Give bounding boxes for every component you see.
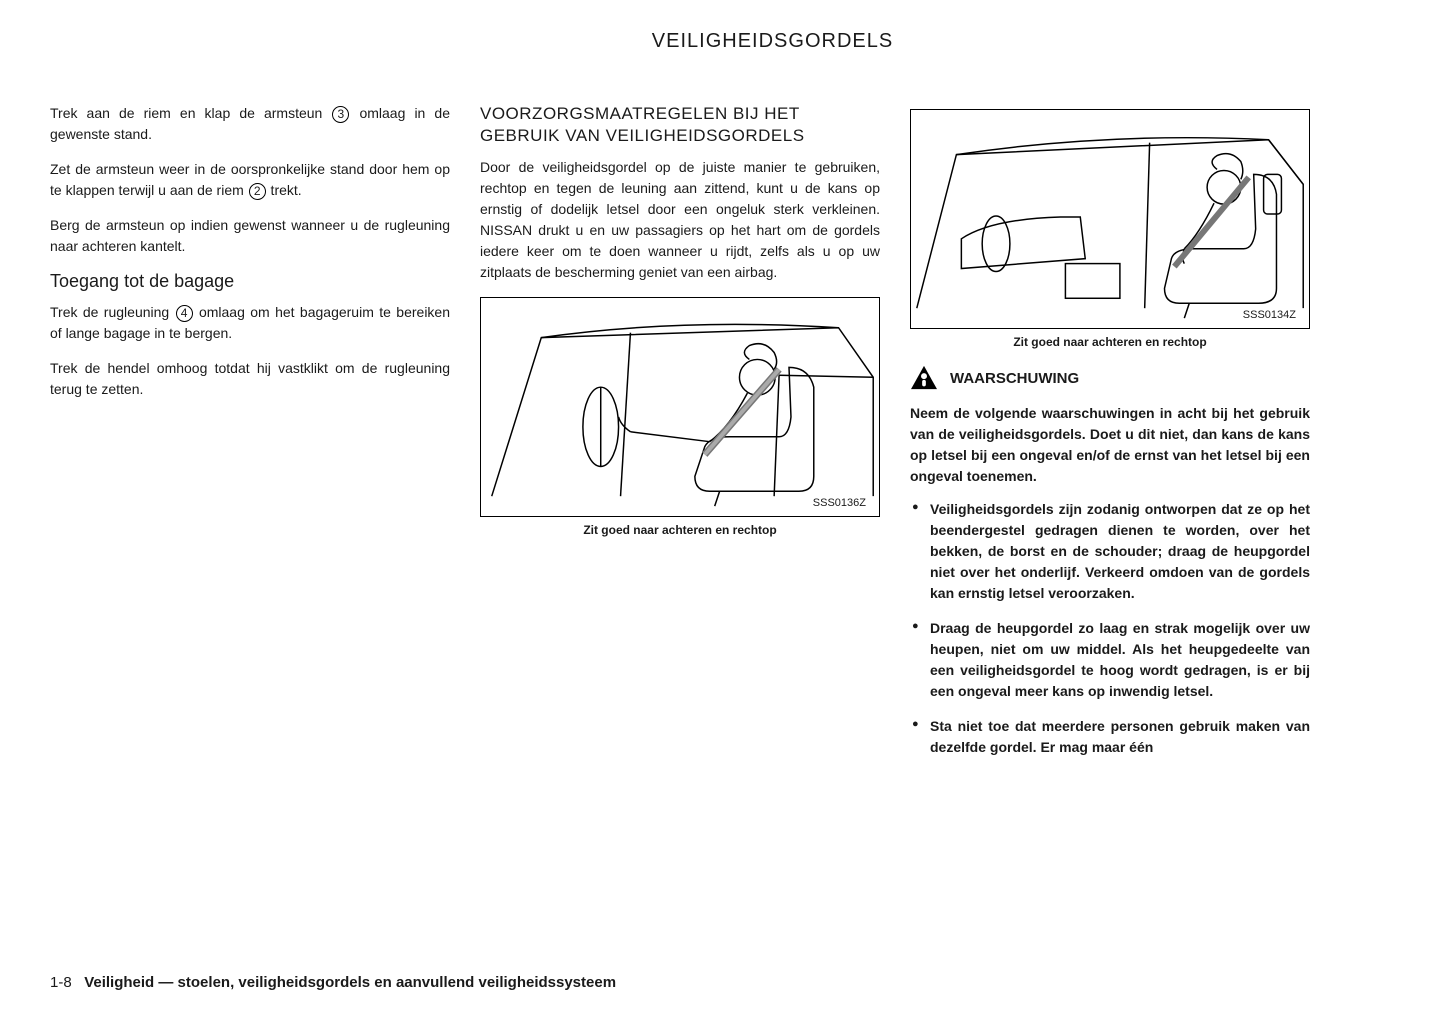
page-title: VEILIGHEIDSGORDELS [150,30,1395,53]
warning-triangle-icon [910,365,938,391]
col1-para1: Trek aan de riem en klap de armsteun 3 o… [50,103,450,145]
subheading-bagage: Toegang tot de bagage [50,271,450,292]
circled-number-4: 4 [176,305,193,322]
warning-bullet: Veiligheidsgordels zijn zodanig ontworpe… [910,499,1310,604]
circled-number-2: 2 [249,183,266,200]
warning-header: WAARSCHUWING [910,365,1310,391]
figure-caption: Zit goed naar achteren en rechtop [480,523,880,537]
column-2: VOORZORGSMAATREGELEN BIJ HET GEBRUIK VAN… [480,103,880,772]
col1-para3: Berg de armsteun op indien gewenst wanne… [50,215,450,257]
col1-para2: Zet de armsteun weer in de oorspronkelij… [50,159,450,201]
col1-para4: Trek de rugleuning 4 omlaag om het bagag… [50,302,450,344]
text: Trek de rugleuning [50,304,175,320]
figure-caption: Zit goed naar achteren en rechtop [910,335,1310,349]
section-heading-voorzorg: VOORZORGSMAATREGELEN BIJ HET GEBRUIK VAN… [480,103,880,147]
col2-para1: Door de veiligheidsgordel op de juiste m… [480,157,880,283]
circled-number-3: 3 [332,106,349,123]
column-3: SSS0134Z Zit goed naar achteren en recht… [910,103,1310,772]
warning-bullet: Sta niet toe dat meerdere personen gebru… [910,716,1310,758]
warning-label: WAARSCHUWING [950,370,1079,387]
text: Trek aan de riem en klap de armsteun [50,105,331,121]
content-columns: Trek aan de riem en klap de armsteun 3 o… [50,103,1395,772]
footer-title: Veiligheid — stoelen, veiligheidsgordels… [84,974,616,991]
driver-illustration-icon [481,298,879,516]
figure-code: SSS0134Z [1240,308,1299,322]
warning-intro: Neem de volgende waarschuwingen in acht … [910,403,1310,487]
page-footer: 1-8 Veiligheid — stoelen, veiligheidsgor… [50,974,616,991]
figure-driver-seatbelt: SSS0136Z [480,297,880,517]
warning-bullet-list: Veiligheidsgordels zijn zodanig ontworpe… [910,499,1310,758]
column-1: Trek aan de riem en klap de armsteun 3 o… [50,103,450,772]
figure-code: SSS0136Z [810,496,869,510]
page-number: 1-8 [50,974,72,991]
col1-para5: Trek de hendel omhoog totdat hij vastkli… [50,358,450,400]
warning-bullet: Draag de heupgordel zo laag en strak mog… [910,618,1310,702]
passenger-illustration-icon [911,110,1309,328]
figure-passenger-seatbelt: SSS0134Z [910,109,1310,329]
text: trekt. [267,182,302,198]
